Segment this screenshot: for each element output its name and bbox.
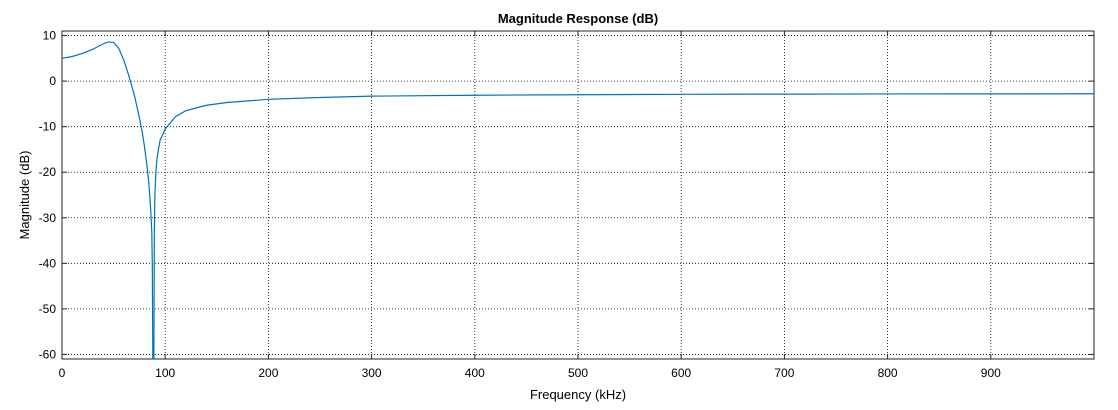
x-tick-label: 900 [981,366,1001,380]
x-tick-label: 100 [155,366,175,380]
x-tick-label: 700 [774,366,794,380]
x-tick-labels: 0 100 200 300 400 500 600 700 800 900 [59,366,1001,380]
y-tick-labels: 10 0 -10 -20 -30 -40 -50 -60 [39,29,57,362]
x-tick-label: 200 [258,366,278,380]
axis-ticks [61,31,1094,359]
x-tick-label: 600 [671,366,691,380]
y-tick-label: 0 [49,74,56,88]
y-tick-label: -30 [39,211,57,225]
plot-area [61,30,1095,360]
x-tick-label: 500 [568,366,588,380]
y-axis-label: Magnitude (dB) [17,151,32,240]
y-tick-label: -50 [39,302,57,316]
y-tick-label: -40 [39,256,57,270]
x-tick-label: 800 [878,366,898,380]
y-tick-label: 10 [43,29,57,43]
x-tick-label: 0 [59,366,66,380]
y-tick-label: -20 [39,165,57,179]
chart-title: Magnitude Response (dB) [498,11,658,26]
magnitude-line [61,41,1095,360]
x-tick-label: 400 [465,366,485,380]
y-tick-label: -10 [39,120,57,134]
y-tick-label: -60 [39,347,57,361]
x-tick-label: 300 [362,366,382,380]
x-axis-label: Frequency (kHz) [530,387,626,402]
